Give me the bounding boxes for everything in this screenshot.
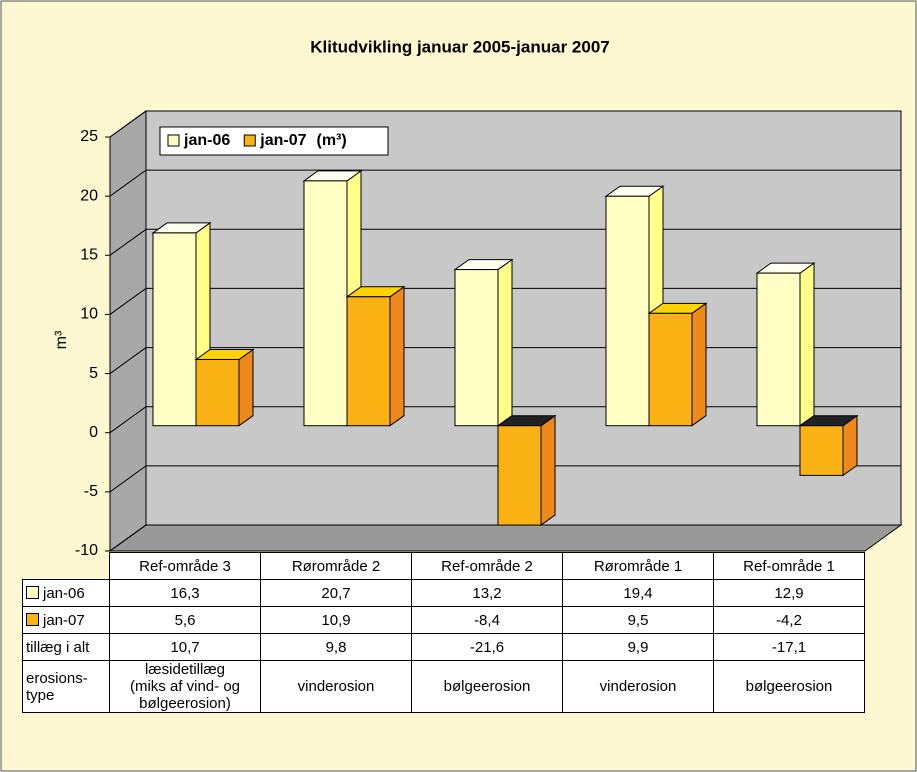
y-tick-label: 0 bbox=[89, 424, 98, 441]
bar-side bbox=[389, 285, 405, 427]
grid-line bbox=[109, 288, 147, 315]
grid-line bbox=[109, 228, 147, 256]
value-cell: 10,9 bbox=[260, 606, 412, 634]
table-cell: vinderosion bbox=[260, 660, 412, 713]
floor bbox=[108, 524, 903, 552]
category-cell: Ref-område 1 bbox=[713, 552, 865, 580]
table-cell: 9,9 bbox=[562, 633, 714, 661]
value-cell: 5,6 bbox=[109, 606, 261, 634]
legend-label: jan-06 bbox=[183, 132, 230, 149]
table-row: jan-06 16,3 20,7 13,2 19,4 12,9 bbox=[22, 579, 865, 607]
legend-swatch bbox=[26, 612, 39, 626]
table-cell: bølgeerosion bbox=[713, 660, 865, 713]
category-cell: Rørområde 1 bbox=[562, 552, 714, 580]
table-cell: 10,7 bbox=[109, 633, 261, 661]
y-tick-label: 15 bbox=[80, 247, 98, 264]
bar bbox=[756, 272, 801, 427]
y-tick-label: -10 bbox=[75, 542, 98, 559]
data-table: Ref-område 3 Rørområde 2 Ref-område 2 Rørom… bbox=[22, 552, 865, 713]
value-cell: -4,2 bbox=[713, 606, 865, 634]
bar-side bbox=[497, 258, 513, 427]
bar-side bbox=[799, 262, 815, 427]
row-label-cell: tillæg i alt bbox=[22, 633, 110, 661]
table-corner bbox=[23, 553, 110, 580]
y-tick-label: -5 bbox=[84, 483, 98, 500]
legend-swatch bbox=[167, 134, 180, 147]
row-label-cell: erosions- type bbox=[22, 660, 110, 713]
y-tick-label: 10 bbox=[80, 306, 98, 323]
value-cell: 16,3 bbox=[109, 579, 261, 607]
series-label: jan-06 bbox=[43, 584, 85, 602]
grid-line bbox=[109, 406, 147, 434]
value-cell: 9,5 bbox=[562, 606, 714, 634]
table-row: erosions- type læsidetillæg (miks af vind… bbox=[22, 660, 865, 713]
y-tick-label: 25 bbox=[80, 128, 98, 145]
grid-line bbox=[109, 524, 147, 552]
table-row: jan-07 5,6 10,9 -8,4 9,5 -4,2 bbox=[22, 606, 865, 634]
value-cell: 13,2 bbox=[411, 579, 563, 607]
grid-line bbox=[109, 347, 147, 374]
grid-line bbox=[109, 465, 147, 493]
table-cell: 9,8 bbox=[260, 633, 412, 661]
bar bbox=[799, 425, 844, 476]
legend-label: jan-07 bbox=[259, 132, 306, 149]
bar-side bbox=[691, 302, 707, 427]
bar-side bbox=[540, 414, 556, 527]
bar bbox=[346, 296, 391, 427]
bar bbox=[648, 312, 693, 427]
value-cell: 19,4 bbox=[562, 579, 714, 607]
table-cell: -17,1 bbox=[713, 633, 865, 661]
category-cell: Rørområde 2 bbox=[260, 552, 412, 580]
table-cell: læsidetillæg (miks af vind- og bølgeeros… bbox=[109, 660, 261, 713]
series-label: jan-07 bbox=[43, 611, 85, 629]
bar-side bbox=[238, 348, 254, 427]
legend-unit: (m³) bbox=[317, 132, 347, 149]
value-cell: 20,7 bbox=[260, 579, 412, 607]
series-label-cell: jan-06 bbox=[22, 579, 110, 607]
y-axis-label: m³ bbox=[53, 330, 70, 349]
table-row: Ref-område 3 Rørområde 2 Ref-område 2 Rørom… bbox=[23, 552, 865, 580]
grid-line bbox=[109, 110, 147, 138]
bar bbox=[303, 180, 348, 427]
table-row: tillæg i alt 10,7 9,8 -21,6 9,9 -17,1 bbox=[22, 633, 865, 661]
legend-swatch bbox=[243, 134, 256, 147]
table-cell: vinderosion bbox=[562, 660, 714, 713]
bar bbox=[605, 195, 650, 427]
value-cell: 12,9 bbox=[713, 579, 865, 607]
legend-box bbox=[159, 126, 389, 156]
category-cell: Ref-område 3 bbox=[109, 552, 261, 580]
y-tick-label: 5 bbox=[89, 365, 98, 382]
side-wall bbox=[109, 110, 147, 552]
table-cell: bølgeerosion bbox=[411, 660, 563, 713]
bar bbox=[497, 425, 542, 526]
bar bbox=[454, 269, 499, 427]
value-cell: -8,4 bbox=[411, 606, 563, 634]
bar bbox=[152, 232, 197, 427]
table-cell: -21,6 bbox=[411, 633, 563, 661]
y-tick-label: 20 bbox=[80, 187, 98, 204]
chart-title: Klitudvikling januar 2005-januar 2007 bbox=[310, 37, 610, 56]
grid-line bbox=[109, 169, 147, 197]
legend-swatch bbox=[26, 585, 39, 599]
bar bbox=[195, 358, 240, 427]
series-label-cell: jan-07 bbox=[22, 606, 110, 634]
category-cell: Ref-område 2 bbox=[411, 552, 563, 580]
